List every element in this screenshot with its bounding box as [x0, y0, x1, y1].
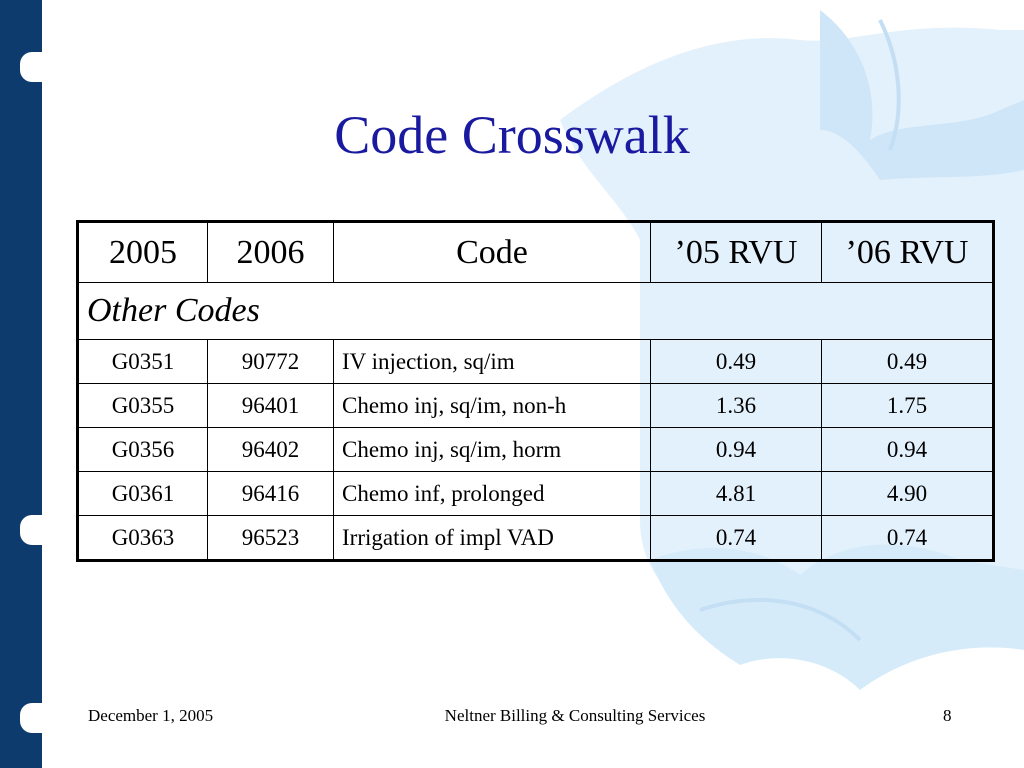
cell-description: IV injection, sq/im: [333, 339, 651, 384]
cell-2005-code: G0355: [77, 383, 208, 428]
cell-2006-code: 96402: [207, 427, 334, 472]
cell-2006-code: 96416: [207, 471, 334, 516]
cell-05-rvu: 4.81: [650, 471, 822, 516]
binder-ring-bottom: [20, 703, 44, 733]
cell-2005-code: G0351: [77, 339, 208, 384]
table-header-row: 2005 2006 Code ’05 RVU ’06 RVU: [77, 221, 994, 283]
header-2006: 2006: [207, 221, 334, 283]
cell-description: Chemo inj, sq/im, non-h: [333, 383, 651, 428]
footer-company: Neltner Billing & Consulting Services: [444, 706, 706, 725]
cell-description: Irrigation of impl VAD: [333, 515, 651, 561]
cell-2006-code: 90772: [207, 339, 334, 384]
footer-page-number: 8: [943, 706, 952, 725]
cell-05-rvu: 1.36: [650, 383, 822, 428]
table-row: G0363 96523 Irrigation of impl VAD 0.74 …: [77, 515, 994, 561]
cell-description: Chemo inj, sq/im, horm: [333, 427, 651, 472]
cell-2005-code: G0363: [77, 515, 208, 561]
header-2005: 2005: [77, 221, 208, 283]
binder-ring-top: [20, 52, 44, 82]
binder-ring-middle: [20, 515, 44, 545]
cell-2005-code: G0356: [77, 427, 208, 472]
slide-title: Code Crosswalk: [334, 105, 690, 165]
cell-06-rvu: 1.75: [821, 383, 994, 428]
cell-06-rvu: 0.49: [821, 339, 994, 384]
cell-05-rvu: 0.49: [650, 339, 822, 384]
table-row: G0351 90772 IV injection, sq/im 0.49 0.4…: [77, 339, 994, 384]
cell-06-rvu: 0.94: [821, 427, 994, 472]
section-label: Other Codes: [77, 282, 994, 340]
code-crosswalk-table: 2005 2006 Code ’05 RVU ’06 RVU Other Cod…: [76, 220, 995, 562]
cell-description: Chemo inf, prolonged: [333, 471, 651, 516]
header-05-rvu: ’05 RVU: [650, 221, 822, 283]
cell-2005-code: G0361: [77, 471, 208, 516]
footer-date: December 1, 2005: [88, 706, 214, 725]
cell-06-rvu: 0.74: [821, 515, 994, 561]
cell-05-rvu: 0.94: [650, 427, 822, 472]
table-row: G0356 96402 Chemo inj, sq/im, horm 0.94 …: [77, 427, 994, 472]
cell-06-rvu: 4.90: [821, 471, 994, 516]
table-row: G0355 96401 Chemo inj, sq/im, non-h 1.36…: [77, 383, 994, 428]
cell-2006-code: 96523: [207, 515, 334, 561]
section-row: Other Codes: [77, 282, 994, 340]
header-06-rvu: ’06 RVU: [821, 221, 994, 283]
header-code: Code: [333, 221, 651, 283]
cell-05-rvu: 0.74: [650, 515, 822, 561]
table-row: G0361 96416 Chemo inf, prolonged 4.81 4.…: [77, 471, 994, 516]
left-sidebar-bar: [0, 0, 42, 768]
cell-2006-code: 96401: [207, 383, 334, 428]
